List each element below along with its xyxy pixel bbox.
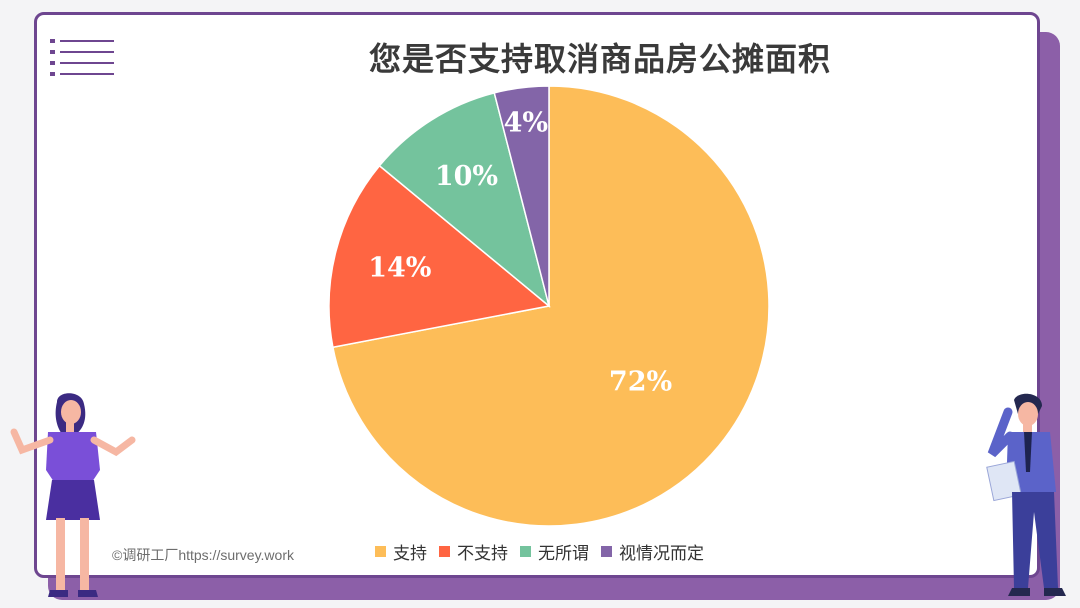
legend-item-3: 视情况而定 bbox=[601, 539, 704, 564]
pie-slice-2 bbox=[378, 91, 551, 309]
legend-label: 视情况而定 bbox=[619, 543, 704, 564]
slice-label-1: 14% bbox=[368, 253, 431, 284]
legend-label: 不支持 bbox=[457, 543, 508, 564]
pie-slice-0 bbox=[332, 85, 770, 527]
legend-swatch bbox=[520, 545, 531, 557]
legend-swatch bbox=[375, 545, 386, 557]
slice-label-2: 10% bbox=[435, 161, 498, 192]
legend-item-1: 不支持 bbox=[439, 539, 508, 564]
menu-lines-icon bbox=[50, 39, 114, 76]
pie-slice-1 bbox=[328, 164, 551, 349]
man-on-phone-illustration bbox=[986, 393, 1066, 596]
watermark: ©调研工厂https://survey.work bbox=[112, 547, 294, 563]
pie-slice-3 bbox=[493, 85, 550, 307]
slice-label-3: 4% bbox=[504, 108, 548, 139]
legend-swatch bbox=[439, 545, 450, 557]
woman-presenting-illustration bbox=[10, 393, 136, 597]
legend-item-2: 无所谓 bbox=[520, 539, 589, 564]
legend-label: 无所谓 bbox=[538, 543, 589, 564]
chart-legend: 支持 不支持 无所谓 视情况而定 bbox=[375, 539, 716, 564]
legend-label: 支持 bbox=[393, 543, 427, 564]
legend-item-0: 支持 bbox=[375, 539, 427, 564]
slice-label-0: 72% bbox=[609, 367, 672, 398]
legend-swatch bbox=[601, 545, 612, 557]
chart-title: 您是否支持取消商品房公摊面积 bbox=[368, 40, 831, 78]
